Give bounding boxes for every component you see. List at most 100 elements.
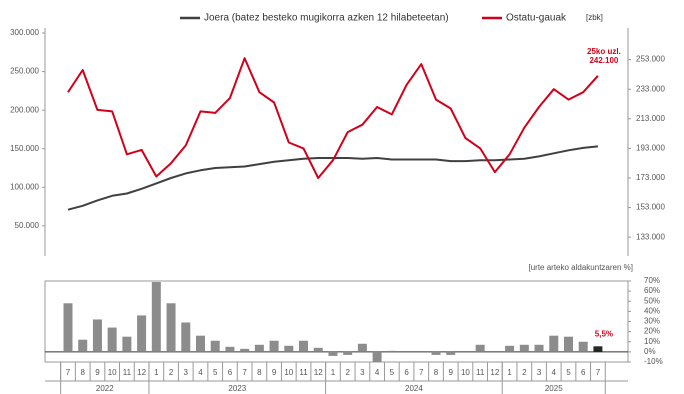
bar (593, 346, 603, 352)
x-tick-label: 12 (137, 368, 146, 377)
y2-axis-label: [zbk] (586, 13, 603, 22)
y-tick-label: 30% (644, 317, 660, 326)
series-line (67, 145, 599, 211)
x-tick-label: 4 (552, 368, 557, 377)
x-tick-label: 3 (184, 368, 189, 377)
x-tick-label: 11 (476, 368, 485, 377)
bar (534, 344, 544, 352)
annotation: 242.100 (589, 56, 618, 65)
year-label: 2022 (96, 384, 114, 393)
bar (63, 303, 73, 352)
x-tick-label: 11 (299, 368, 308, 377)
bar (563, 336, 573, 352)
x-tick-label: 8 (257, 368, 262, 377)
x-tick-label: 10 (461, 368, 470, 377)
x-tick-label: 7 (419, 368, 424, 377)
x-tick-label: 9 (448, 368, 453, 377)
y2-tick-label: 253.000 (636, 55, 665, 64)
x-tick-label: 10 (284, 368, 293, 377)
bar (519, 344, 529, 352)
bar (240, 348, 250, 352)
bar (578, 341, 588, 352)
bar (107, 327, 117, 352)
x-tick-label: 3 (537, 368, 542, 377)
y-tick-label: 200.000 (10, 105, 39, 114)
x-tick-label: 12 (314, 368, 323, 377)
x-tick-label: 5 (213, 368, 218, 377)
x-tick-label: 5 (390, 368, 395, 377)
bar (343, 351, 353, 355)
y2-tick-label: 153.000 (636, 203, 665, 212)
x-tick-label: 3 (360, 368, 365, 377)
bar (505, 345, 515, 352)
year-label: 2023 (228, 384, 246, 393)
bar (328, 351, 338, 356)
y-tick-label: 40% (644, 306, 660, 315)
y-tick-label: 150.000 (10, 144, 39, 153)
x-tick-label: 1 (154, 368, 159, 377)
x-tick-label: 6 (404, 368, 409, 377)
bar (225, 346, 235, 352)
y-tick-label: 250.000 (10, 67, 39, 76)
x-tick-label: 5 (566, 368, 571, 377)
bar (284, 345, 294, 352)
bar (313, 347, 323, 352)
x-tick-label: 2 (345, 368, 350, 377)
x-tick-label: 8 (434, 368, 439, 377)
bar (372, 351, 382, 362)
series-line (67, 57, 599, 179)
x-tick-label: 9 (272, 368, 277, 377)
bar (431, 351, 441, 355)
y-axis-label: [urte arteko aldakuntzaren %] (528, 263, 633, 272)
x-tick-label: 1 (507, 368, 512, 377)
bar (92, 319, 102, 352)
y-tick-label: -10% (644, 357, 663, 366)
x-tick-label: 7 (66, 368, 71, 377)
bar (387, 350, 397, 352)
x-tick-label: 2 (169, 368, 174, 377)
x-tick-label: 8 (80, 368, 85, 377)
bar (78, 339, 88, 352)
year-label: 2025 (545, 384, 563, 393)
y2-tick-label: 193.000 (636, 144, 665, 153)
bar (137, 315, 147, 352)
y-tick-label: 0% (644, 347, 656, 356)
x-tick-label: 7 (242, 368, 247, 377)
x-tick-label: 4 (198, 368, 203, 377)
bar (195, 335, 205, 352)
bar (254, 344, 264, 352)
x-tick-label: 10 (108, 368, 117, 377)
x-tick-label: 6 (228, 368, 233, 377)
bar (299, 340, 309, 352)
x-tick-label: 2 (522, 368, 527, 377)
x-tick-label: 1 (331, 368, 336, 377)
x-tick-label: 7 (596, 368, 601, 377)
x-tick-label: 6 (581, 368, 586, 377)
y-tick-label: 300.000 (10, 28, 39, 37)
x-tick-label: 11 (123, 368, 132, 377)
x-tick-label: 9 (95, 368, 100, 377)
bar (475, 344, 485, 352)
bar (210, 340, 220, 352)
year-label: 2024 (405, 384, 423, 393)
x-tick-label: 12 (490, 368, 499, 377)
value-label: 5,5% (595, 329, 613, 338)
bar (269, 340, 279, 352)
y-tick-label: 60% (644, 286, 660, 295)
y2-tick-label: 213.000 (636, 114, 665, 123)
legend-label: Ostatu-gauak (506, 13, 567, 24)
bar (357, 343, 367, 352)
bar (446, 351, 456, 355)
y-tick-label: 50.000 (15, 221, 40, 230)
bar (166, 303, 176, 352)
y2-tick-label: 133.000 (636, 232, 665, 241)
y-tick-label: 100.000 (10, 182, 39, 191)
y2-tick-label: 233.000 (636, 84, 665, 93)
annotation: 25ko uzl. (587, 47, 621, 56)
bar (549, 335, 559, 352)
y-tick-label: 70% (644, 276, 660, 285)
x-tick-label: 4 (375, 368, 380, 377)
y-tick-label: 20% (644, 327, 660, 336)
bar (151, 282, 161, 352)
